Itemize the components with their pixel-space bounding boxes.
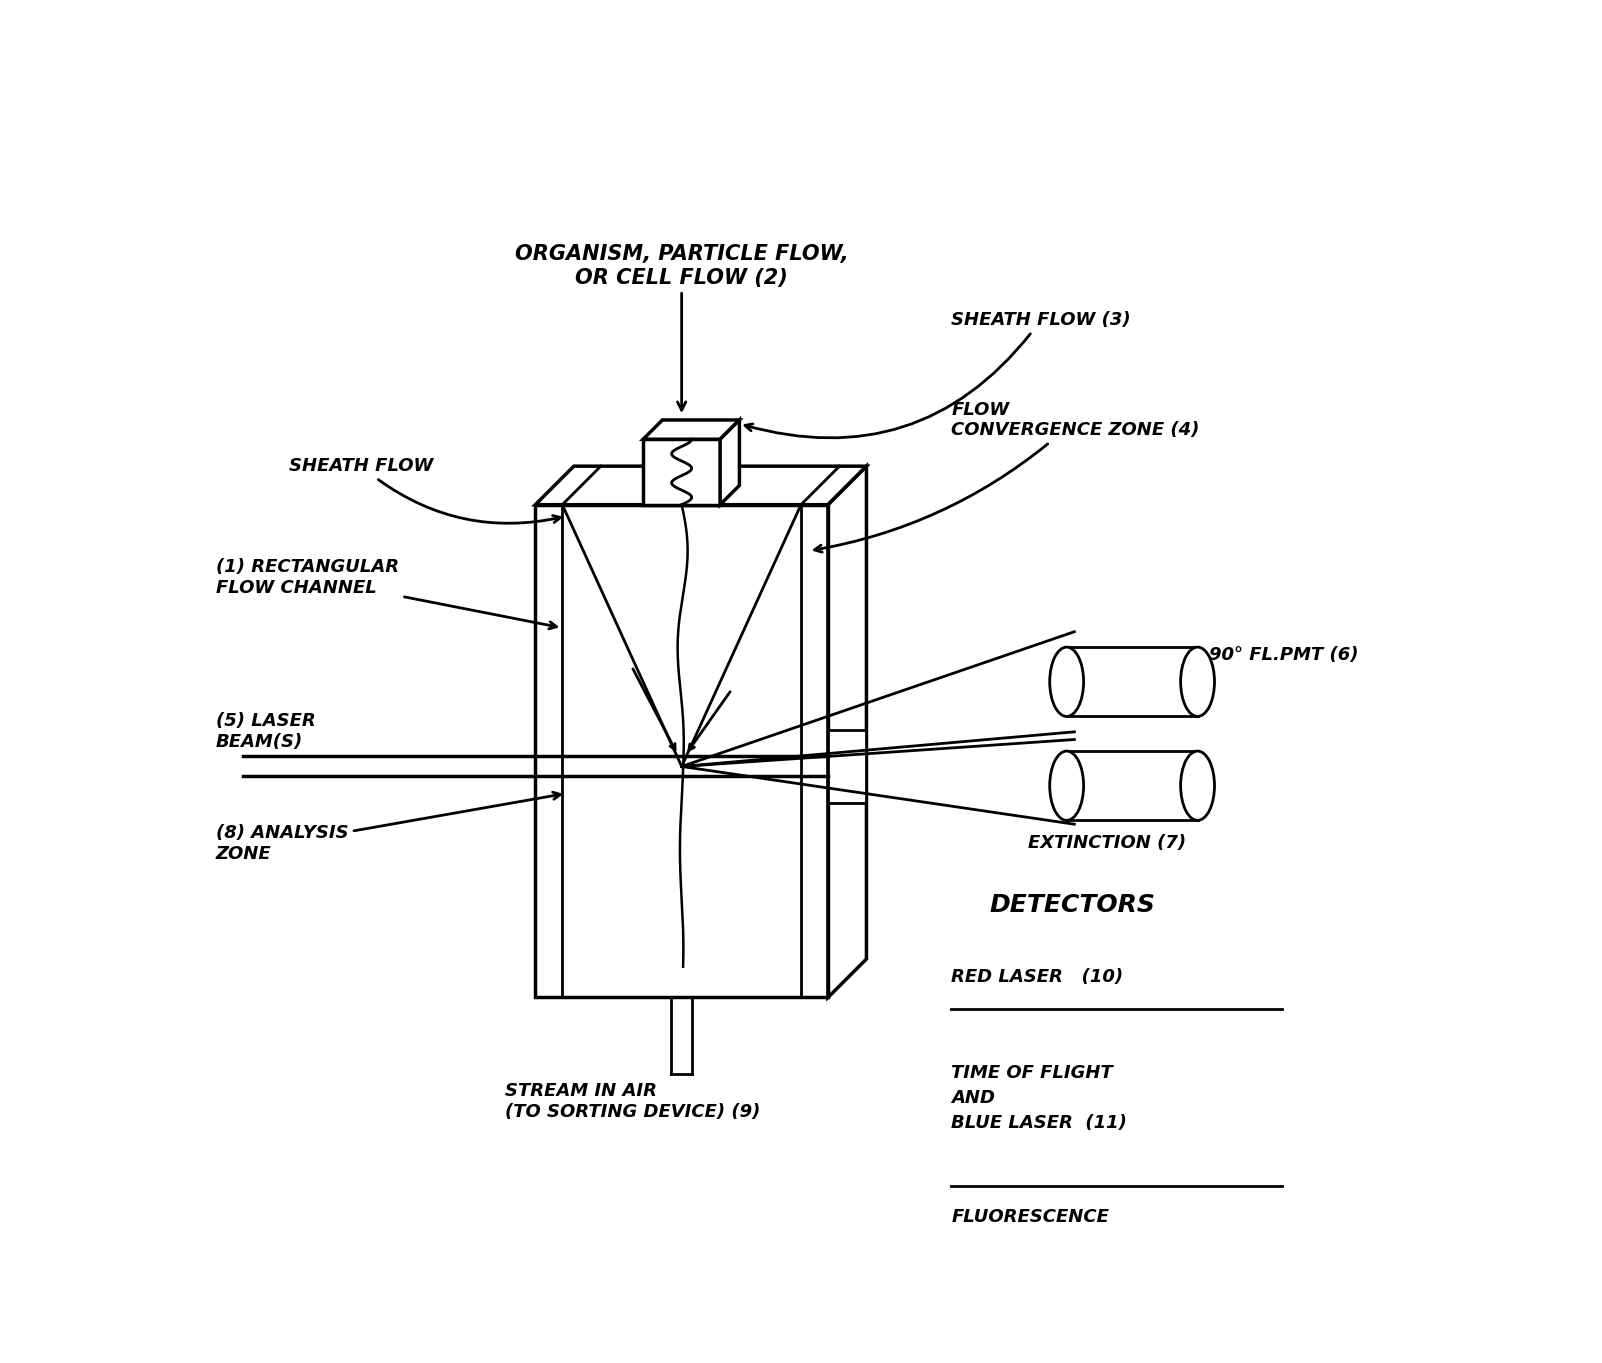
Ellipse shape: [1181, 751, 1214, 821]
Text: (5) LASER
BEAM(S): (5) LASER BEAM(S): [216, 713, 316, 751]
Text: SHEATH FLOW: SHEATH FLOW: [288, 457, 561, 523]
Ellipse shape: [1049, 751, 1083, 821]
Polygon shape: [642, 439, 721, 504]
Text: (8) ANALYSIS
ZONE: (8) ANALYSIS ZONE: [216, 792, 561, 863]
Text: DETECTORS: DETECTORS: [990, 893, 1155, 917]
Ellipse shape: [1181, 647, 1214, 717]
Text: EXTINCTION (7): EXTINCTION (7): [1028, 834, 1185, 852]
Text: ORGANISM, PARTICLE FLOW,
OR CELL FLOW (2): ORGANISM, PARTICLE FLOW, OR CELL FLOW (2…: [514, 244, 849, 410]
Text: (1) RECTANGULAR
FLOW CHANNEL: (1) RECTANGULAR FLOW CHANNEL: [216, 559, 556, 628]
Text: FLOW
CONVERGENCE ZONE (4): FLOW CONVERGENCE ZONE (4): [814, 401, 1200, 552]
Text: RED LASER   (10): RED LASER (10): [952, 968, 1123, 985]
Polygon shape: [1067, 751, 1198, 821]
Text: FLUORESCENCE: FLUORESCENCE: [952, 1208, 1109, 1225]
Text: STREAM IN AIR
(TO SORTING DEVICE) (9): STREAM IN AIR (TO SORTING DEVICE) (9): [505, 1082, 759, 1120]
Polygon shape: [1067, 647, 1198, 717]
Polygon shape: [642, 420, 740, 439]
Text: SHEATH FLOW (3): SHEATH FLOW (3): [745, 311, 1131, 438]
Polygon shape: [721, 420, 740, 504]
Polygon shape: [828, 731, 867, 803]
Ellipse shape: [1049, 647, 1083, 717]
Text: 90° FL.PMT (6): 90° FL.PMT (6): [1210, 646, 1358, 664]
Text: TIME OF FLIGHT
AND
BLUE LASER  (11): TIME OF FLIGHT AND BLUE LASER (11): [952, 1063, 1128, 1131]
